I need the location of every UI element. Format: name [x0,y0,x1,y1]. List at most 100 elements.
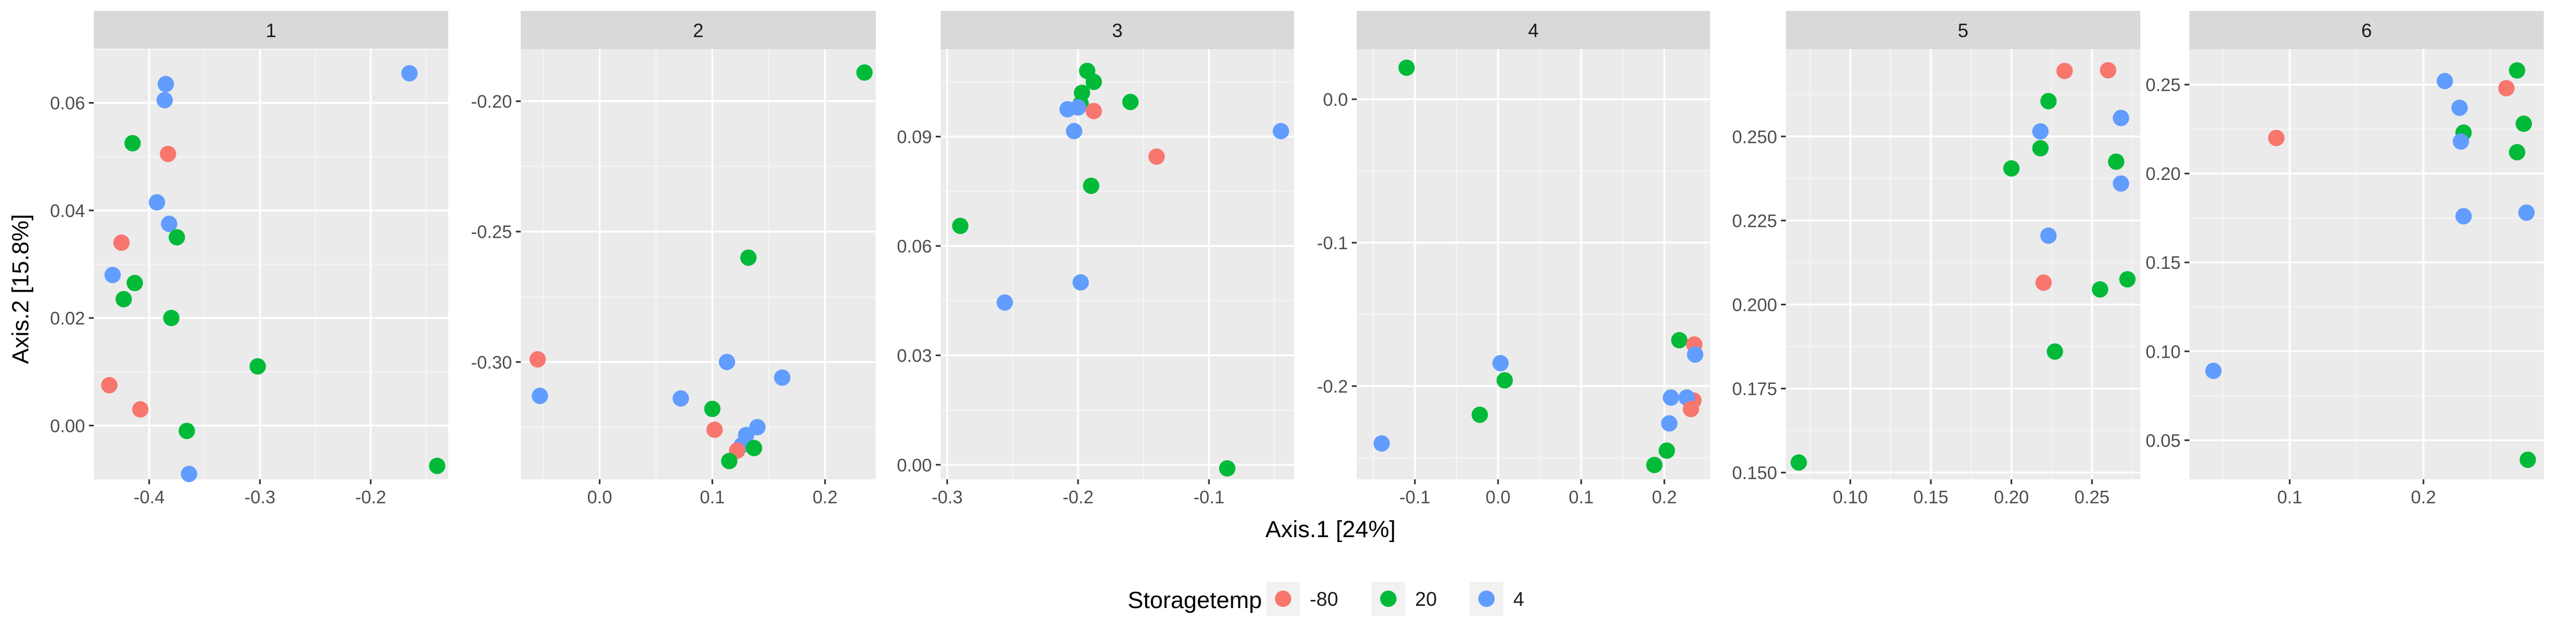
data-point-20 [1398,59,1415,76]
facet-strip-label: 5 [1958,20,1968,41]
data-point-20 [1085,74,1102,91]
y-tick-label: 0.05 [2146,430,2181,450]
x-tick-label: -0.2 [1063,487,1094,507]
data-point--80 [1085,103,1102,119]
legend-marker--80 [1275,591,1291,607]
x-tick-label: -0.1 [1399,487,1430,507]
legend-label: 20 [1415,588,1437,610]
y-tick-label: 0.15 [2146,252,2181,273]
data-point-4 [774,369,791,386]
data-point-20 [2003,160,2020,177]
facet-strip-label: 1 [266,20,276,41]
data-point-20 [2508,62,2525,79]
data-point--80 [2268,130,2285,147]
y-tick-label: 0.06 [897,236,932,256]
x-tick-label: -0.3 [932,487,963,507]
x-tick-label: 0.20 [1994,487,2029,507]
y-tick-label: 0.150 [1732,463,1777,483]
data-point-4 [180,466,197,483]
facet-strip-label: 3 [1112,20,1122,41]
data-point--80 [2498,80,2515,97]
facet-strip [1786,11,2140,49]
y-tick-label: 0.00 [897,455,932,475]
data-point-20 [1471,406,1488,423]
facet-panel: 1 0.00 0.02 0.04 0.06 -0.4 -0.3 -0.2 [50,11,448,507]
data-point-20 [178,423,195,440]
data-point-20 [856,64,873,81]
data-point-20 [740,249,757,266]
x-tick-label: 0.1 [700,487,725,507]
data-point-20 [2119,271,2136,288]
facet-strip [1357,11,1710,49]
x-tick-label: -0.2 [355,487,386,507]
data-point--80 [2035,274,2052,291]
facet-strip [94,11,448,49]
data-point-4 [2205,363,2222,380]
y-tick-label: 0.02 [50,308,85,328]
data-point-20 [127,275,143,292]
data-point-20 [1671,332,1688,348]
data-point-4 [1066,123,1082,140]
facet-panel: 2 -0.30 -0.25 -0.20 0.0 0.1 0.2 [471,11,876,507]
y-tick-label: 0.09 [897,127,932,147]
x-tick-label: -0.3 [244,487,275,507]
data-point--80 [160,146,177,162]
panel-background [2189,49,2544,479]
x-tick-label: 0.0 [1485,487,1510,507]
data-point--80 [101,377,118,394]
data-point-20 [124,135,141,152]
data-point-4 [2032,123,2049,140]
data-point-4 [719,353,736,370]
y-tick-label: 0.10 [2146,341,2181,362]
data-point-4 [158,76,174,93]
data-point-20 [2047,343,2063,360]
data-point--80 [2099,62,2116,79]
data-point-20 [1646,456,1663,473]
data-point-4 [532,387,549,404]
data-point--80 [1682,401,1699,418]
data-point-4 [1070,99,1086,116]
data-point-20 [2092,281,2109,298]
x-tick-label: 0.2 [2411,487,2436,507]
data-point-20 [1496,372,1513,389]
data-point-20 [429,458,446,474]
data-point-20 [2032,140,2049,157]
y-axis-label: Axis.2 [15.8%] [8,214,34,364]
panel-background [521,49,876,479]
data-point-20 [163,310,180,327]
data-point-4 [672,390,689,407]
data-point-4 [1663,389,1680,406]
y-tick-label: 0.0 [1323,89,1348,110]
x-tick-label: 0.10 [1833,487,1868,507]
data-point--80 [529,351,546,368]
data-point-20 [2040,93,2057,110]
panel-background [1357,49,1710,479]
legend-label: -80 [1310,588,1338,610]
data-point-4 [2112,110,2129,127]
y-tick-label: -0.20 [471,92,512,112]
y-tick-label: 0.25 [2146,75,2181,95]
y-tick-label: -0.2 [1317,376,1348,396]
data-point-20 [115,291,132,308]
y-tick-label: 0.175 [1732,379,1777,399]
legend-marker-20 [1380,591,1397,607]
data-point-4 [161,215,178,232]
data-point-20 [1083,177,1099,194]
y-tick-label: -0.25 [471,222,512,242]
data-point--80 [1148,148,1165,165]
y-tick-label: 0.06 [50,93,85,113]
y-tick-label: 0.20 [2146,164,2181,184]
data-point-4 [2518,204,2535,221]
facet-panel: 3 0.00 0.03 0.06 0.09 -0.3 -0.2 -0.1 [897,11,1294,507]
facet-strip [2189,11,2544,49]
y-tick-label: 0.04 [50,201,85,221]
data-point-20 [1658,442,1675,459]
data-point-20 [249,358,266,375]
data-point-20 [721,453,738,470]
data-point-4 [401,65,418,82]
x-tick-label: 0.1 [2277,487,2302,507]
data-point-20 [2508,144,2525,161]
data-point-4 [2452,133,2469,150]
facet-panel: 6 0.05 0.10 0.15 0.20 0.25 0.1 0.2 [2146,11,2544,507]
